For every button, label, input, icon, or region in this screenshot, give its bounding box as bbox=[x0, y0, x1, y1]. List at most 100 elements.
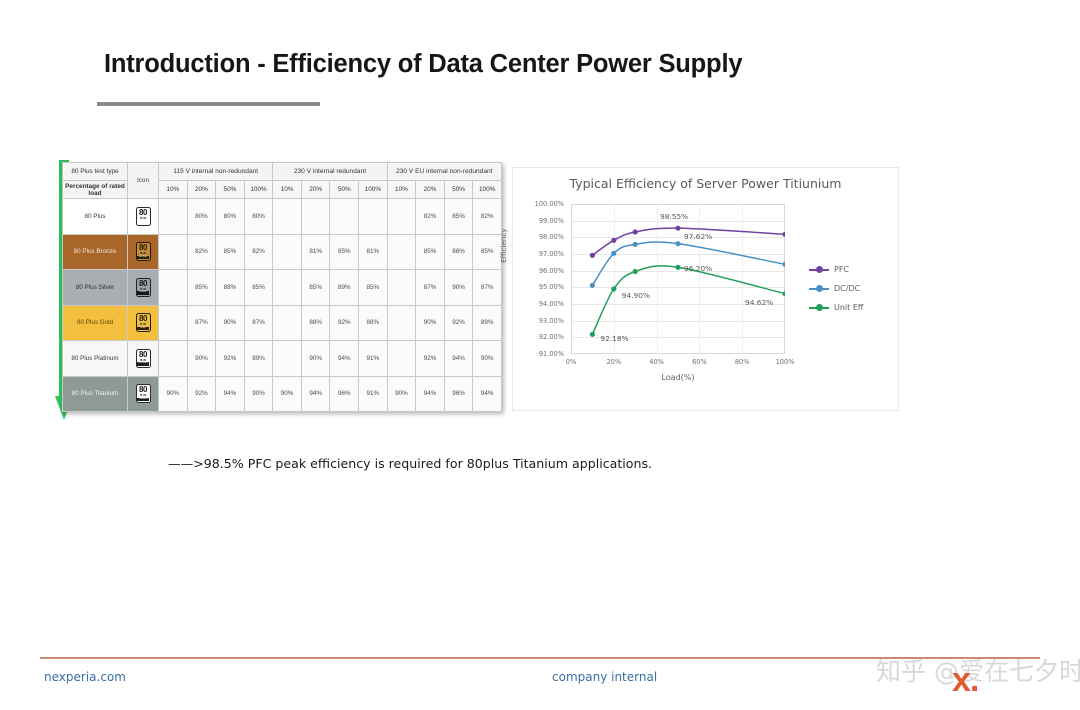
header-percentage-of-rated-load: Percentage of rated load bbox=[62, 180, 128, 199]
header-load-4: 10% bbox=[272, 180, 302, 199]
eighty-plus-badge-icon: 80 PLUS SILVER bbox=[127, 269, 159, 306]
data-point-Unit Eff-50 bbox=[675, 264, 681, 270]
header-icon: Icon bbox=[127, 162, 159, 199]
cell-r3-c1: 87% bbox=[186, 304, 217, 341]
nexperia-logo: x. bbox=[952, 661, 979, 699]
x-tick-80%: 80% bbox=[734, 358, 750, 366]
header-group-230v: 230 V internal redundant bbox=[272, 162, 388, 181]
table-row: 80 Plus Platinum 80 PLUS PLATINUM 90% 92% 89% 9… bbox=[62, 340, 502, 377]
data-point-DC/DC-100 bbox=[782, 261, 785, 267]
row-label-1: 80 Plus Bronze bbox=[62, 233, 128, 270]
data-point-Unit Eff-100 bbox=[782, 291, 785, 297]
cell-r1-c11: 85% bbox=[472, 233, 502, 270]
table-row: 80 Plus Gold 80 PLUS GOLD 87% 90% 87% 88% 92% 88%… bbox=[62, 304, 502, 341]
data-point-PFC-100 bbox=[782, 231, 785, 237]
cell-r0-c1: 80% bbox=[186, 198, 217, 235]
cell-r5-c9: 94% bbox=[415, 375, 445, 412]
cell-r1-c10: 88% bbox=[443, 233, 474, 270]
header-load-11: 100% bbox=[472, 180, 502, 199]
eighty-plus-efficiency-table: 80 Plus test type Icon 115 V internal no… bbox=[62, 162, 503, 412]
cell-r0-c6 bbox=[329, 198, 360, 235]
slide-caption: ——>98.5% PFC peak efficiency is required… bbox=[168, 456, 653, 471]
data-point-Unit Eff-20 bbox=[611, 286, 617, 292]
eighty-plus-badge-icon: 80 PLUS TITANIUM bbox=[127, 375, 159, 412]
cell-r2-c0 bbox=[158, 269, 188, 306]
y-tick-94.00%: 94.00% bbox=[538, 300, 564, 308]
header-load-0: 10% bbox=[158, 180, 188, 199]
table-row: 80 Plus 80 PLUS 80% 80% 80% 82% 85% 82% bbox=[62, 198, 502, 235]
title-underline-rule bbox=[97, 102, 320, 106]
cell-r4-c6: 94% bbox=[329, 340, 360, 377]
cell-r2-c9: 87% bbox=[415, 269, 445, 306]
cell-r3-c8 bbox=[386, 304, 417, 341]
eighty-plus-badge-icon: 80 PLUS bbox=[127, 198, 159, 235]
legend-label-PFC: PFC bbox=[834, 265, 850, 274]
cell-r2-c6: 89% bbox=[329, 269, 360, 306]
eighty-plus-table-block: 80 Plus test type Icon 115 V internal no… bbox=[62, 162, 503, 412]
data-point-PFC-20 bbox=[611, 237, 617, 243]
cell-r2-c7: 85% bbox=[358, 269, 388, 306]
cell-r5-c2: 94% bbox=[215, 375, 245, 412]
header-group-115v: 115 V internal non-redundant bbox=[157, 162, 274, 181]
x-tick-40%: 40% bbox=[649, 358, 664, 366]
efficiency-chart-card: Typical Efficiency of Server Power Titiu… bbox=[499, 167, 899, 411]
eighty-plus-badge-icon: 80 PLUS PLATINUM bbox=[127, 340, 159, 377]
header-load-9: 20% bbox=[415, 180, 445, 199]
table-row: 80 Plus Silver 80 PLUS SILVER 85% 88% 85% 85% 89… bbox=[62, 269, 502, 306]
row-label-3: 80 Plus Gold bbox=[62, 304, 128, 341]
data-point-DC/DC-50 bbox=[675, 241, 681, 247]
row-label-5: 80 Plus Titanium bbox=[62, 375, 128, 412]
legend-item-Unit Eff[interactable]: Unit Eff bbox=[809, 298, 889, 317]
y-tick-97.00%: 97.00% bbox=[538, 250, 564, 258]
data-label-98.55%: 98.55% bbox=[660, 212, 689, 222]
y-tick-100.00%: 100.00% bbox=[534, 200, 564, 208]
cell-r0-c0 bbox=[158, 198, 188, 235]
table-header-group-row: 80 Plus test type Icon 115 V internal no… bbox=[62, 162, 503, 199]
footer-divider bbox=[40, 657, 1040, 659]
table-header-load-row: Percentage of rated load 10% 20% 50% 100% 10… bbox=[62, 180, 502, 199]
cell-r5-c5: 94% bbox=[300, 375, 331, 412]
header-group-230v-eu: 230 V EU internal non-redundant bbox=[386, 162, 503, 181]
legend-item-PFC[interactable]: PFC bbox=[809, 260, 889, 279]
y-tick-91.00%: 91.00% bbox=[538, 350, 564, 358]
cell-r5-c3: 90% bbox=[243, 375, 274, 412]
cell-r2-c1: 85% bbox=[186, 269, 217, 306]
x-tick-100%: 100% bbox=[775, 358, 795, 366]
cell-r4-c9: 92% bbox=[415, 340, 445, 377]
data-point-DC/DC-10 bbox=[589, 282, 595, 288]
data-point-Unit Eff-30 bbox=[632, 268, 638, 275]
eighty-plus-badge-icon: 80 PLUS BRONZE bbox=[127, 233, 159, 270]
y-tick-98.00%: 98.00% bbox=[538, 233, 564, 242]
cell-r1-c6: 85% bbox=[329, 233, 360, 270]
data-point-DC/DC-30 bbox=[632, 241, 638, 247]
footer-website-link[interactable]: nexperia.com bbox=[44, 670, 126, 684]
cell-r2-c10: 90% bbox=[443, 269, 474, 306]
y-tick-99.00%: 99.00% bbox=[538, 216, 564, 225]
cell-r4-c3: 89% bbox=[243, 340, 274, 377]
data-point-Unit Eff-10 bbox=[589, 331, 595, 337]
legend-swatch-PFC bbox=[809, 266, 829, 273]
cell-r4-c5: 90% bbox=[300, 340, 331, 377]
cell-r4-c2: 92% bbox=[215, 340, 245, 377]
header-load-6: 50% bbox=[329, 180, 360, 199]
cell-r3-c4 bbox=[272, 304, 302, 341]
header-load-10: 50% bbox=[443, 180, 474, 199]
legend-swatch-DC/DC bbox=[809, 285, 829, 292]
cell-r0-c7 bbox=[358, 198, 388, 235]
header-load-8: 10% bbox=[386, 180, 417, 199]
chart-series-svg bbox=[589, 225, 785, 337]
data-label-96.20%: 96.20% bbox=[684, 264, 713, 274]
cell-r4-c4 bbox=[272, 340, 302, 377]
cell-r0-c3: 80% bbox=[243, 198, 274, 235]
cell-r2-c2: 88% bbox=[215, 269, 245, 306]
cell-r0-c11: 82% bbox=[472, 198, 502, 235]
cell-r5-c1: 92% bbox=[186, 375, 217, 412]
header-test-type: 80 Plus test type bbox=[62, 162, 128, 181]
row-label-2: 80 Plus Silver bbox=[62, 269, 128, 306]
chart-title: Typical Efficiency of Server Power Titiu… bbox=[569, 176, 842, 191]
chart-plot-area bbox=[571, 204, 785, 354]
legend-item-DC/DC[interactable]: DC/DC bbox=[809, 279, 889, 298]
cell-r4-c7: 91% bbox=[358, 340, 388, 377]
cell-r4-c11: 90% bbox=[472, 340, 502, 377]
legend-label-Unit Eff: Unit Eff bbox=[834, 303, 864, 312]
